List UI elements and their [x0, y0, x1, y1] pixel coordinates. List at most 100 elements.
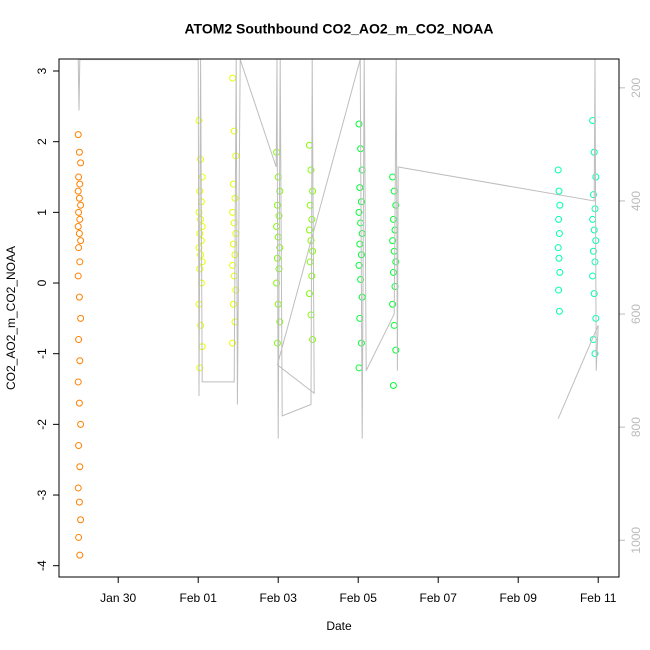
point: [389, 268, 397, 276]
point: [75, 194, 83, 202]
point: [273, 222, 281, 230]
y-tick-label: 0: [35, 279, 49, 286]
point: [76, 551, 84, 559]
point: [589, 215, 597, 223]
point: [389, 300, 397, 308]
point: [229, 74, 237, 82]
point: [77, 420, 85, 428]
point: [76, 357, 84, 365]
point: [76, 180, 84, 188]
point: [197, 251, 205, 259]
point: [77, 159, 85, 167]
point: [74, 131, 82, 139]
point: [74, 187, 82, 195]
point: [306, 201, 314, 209]
pressure-line: [77, 59, 599, 439]
y-tick-label: -3: [35, 489, 49, 500]
x-tick-label: Feb 03: [260, 591, 298, 605]
point: [554, 244, 562, 252]
point: [74, 222, 82, 230]
point: [556, 268, 564, 276]
point: [75, 399, 83, 407]
point: [555, 286, 563, 294]
point: [197, 215, 205, 223]
point: [555, 215, 563, 223]
point: [75, 293, 83, 301]
point: [305, 290, 313, 298]
y2-tick-label: 800: [629, 417, 643, 437]
point: [591, 350, 599, 358]
point: [589, 247, 597, 255]
point: [75, 148, 83, 156]
point: [309, 336, 317, 344]
point: [591, 205, 599, 213]
point: [392, 346, 400, 354]
point: [392, 201, 400, 209]
point: [77, 314, 85, 322]
point: [307, 166, 315, 174]
point: [77, 516, 85, 524]
point: [358, 230, 366, 238]
y2-tick-label: 400: [629, 191, 643, 211]
point: [355, 364, 363, 372]
point: [75, 208, 83, 216]
x-tick-label: Feb 01: [180, 591, 218, 605]
y-tick-label: -4: [35, 560, 49, 571]
point: [77, 237, 85, 245]
y-tick-label: -2: [35, 419, 49, 430]
x-axis-label: Date: [326, 619, 352, 633]
point: [555, 254, 563, 262]
point: [389, 381, 397, 389]
point: [274, 233, 282, 241]
point: [75, 230, 83, 238]
point: [355, 120, 363, 128]
point: [229, 261, 237, 269]
y-tick-label: 3: [35, 67, 49, 74]
point: [76, 463, 84, 471]
point: [307, 237, 315, 245]
point: [589, 191, 597, 199]
point: [232, 230, 240, 238]
point: [309, 247, 317, 255]
x-tick-label: Feb 05: [340, 591, 378, 605]
point: [389, 237, 397, 245]
point: [75, 173, 83, 181]
x-tick-label: Feb 11: [580, 591, 617, 605]
point: [274, 173, 282, 181]
point: [74, 378, 82, 386]
x-tick-label: Feb 07: [420, 591, 458, 605]
point: [590, 290, 598, 298]
point: [554, 166, 562, 174]
point: [276, 244, 284, 252]
point: [389, 173, 397, 181]
point: [75, 336, 83, 344]
point: [357, 275, 365, 283]
point: [355, 208, 363, 216]
point: [590, 226, 598, 234]
y-tick-label: -1: [35, 348, 49, 359]
point: [74, 484, 82, 492]
point: [306, 258, 314, 266]
point: [229, 208, 237, 216]
point: [198, 173, 206, 181]
point: [230, 127, 238, 135]
point: [196, 364, 204, 372]
point: [273, 279, 281, 287]
x-tick-label: Feb 09: [500, 591, 538, 605]
point: [75, 498, 83, 506]
y2-tick-label: 1000: [629, 527, 643, 554]
point: [555, 187, 563, 195]
y2-tick-label: 600: [629, 304, 643, 324]
point: [305, 226, 313, 234]
point: [76, 258, 84, 266]
point: [75, 533, 83, 541]
point: [230, 272, 238, 280]
point: [356, 184, 364, 192]
point: [77, 201, 85, 209]
plot-frame: [58, 58, 620, 578]
point: [197, 321, 205, 329]
point: [358, 293, 366, 301]
point: [556, 201, 564, 209]
point: [74, 272, 82, 280]
